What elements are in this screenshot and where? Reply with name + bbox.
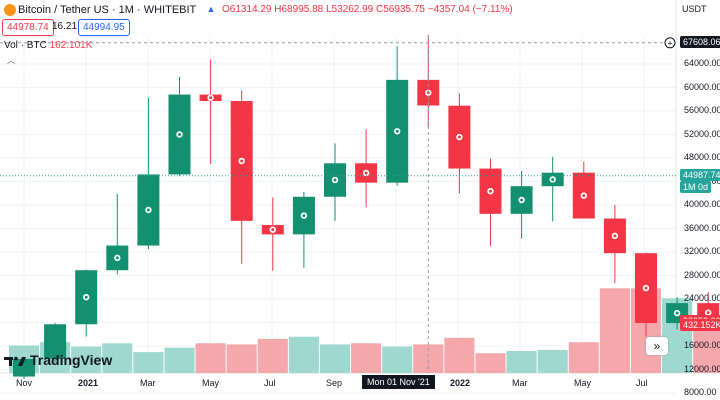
- price-axis-label: 16000.00: [684, 340, 720, 350]
- crosshair: +: [0, 36, 676, 373]
- candle-marker-dot: [84, 295, 88, 299]
- time-axis-label: May: [202, 378, 220, 388]
- last-price-label: 44987.74: [680, 168, 720, 181]
- bitcoin-logo-icon: [4, 4, 16, 16]
- price-axis-label: 8000.00: [684, 387, 717, 397]
- time-axis-label: Nov: [16, 378, 33, 388]
- volume-bar: [288, 336, 319, 373]
- time-axis-label: 2022: [450, 378, 471, 388]
- volume-bar: [257, 338, 288, 373]
- price-axis-label: 32000.00: [684, 246, 720, 256]
- volume-legend: Vol · BTC 162.101K: [4, 40, 92, 51]
- price-axis-label: 52000.00: [684, 128, 720, 139]
- time-axis-label: May: [574, 378, 592, 388]
- candle-marker-dot: [675, 311, 679, 315]
- volume-bar: [599, 288, 630, 373]
- candle-body: [13, 358, 35, 377]
- ohlc-values: O61314.29 H68995.88 L53262.99 C56935.75 …: [222, 4, 513, 15]
- chevron-up-icon[interactable]: ▲: [206, 4, 216, 14]
- volume-bar: [382, 346, 413, 373]
- candle-marker-dot: [333, 178, 337, 182]
- volume-bar: [164, 347, 195, 373]
- spread-value: 16.21: [52, 21, 78, 32]
- price-axis-label: 36000.00: [684, 222, 720, 233]
- symbol-title[interactable]: Bitcoin / Tether US · 1M · WHITEBIT: [18, 4, 197, 16]
- candle-marker-dot: [457, 135, 461, 139]
- volume-value: 162.101K: [49, 40, 93, 51]
- price-axis-label: 24000.00: [684, 293, 720, 303]
- crosshair-price-label: 67608.06: [680, 35, 720, 48]
- candle-marker-dot: [302, 214, 306, 218]
- add-alert-icon: [664, 37, 676, 49]
- volume-bar: [537, 349, 568, 373]
- volume-bar: [195, 343, 226, 373]
- candle-marker-dot: [364, 171, 368, 175]
- volume-bar: [319, 344, 351, 373]
- crosshair-date-label: Mon 01 Nov '21: [362, 375, 435, 389]
- candle-marker-dot: [146, 208, 150, 212]
- volume-bar: [102, 343, 133, 373]
- volume-label: Vol · BTC: [4, 40, 47, 51]
- candle-marker-dot: [706, 311, 710, 315]
- tradingview-mark-icon: [4, 356, 26, 367]
- volume-bar: [351, 343, 382, 373]
- candle-marker-dot: [582, 194, 586, 198]
- candle-marker-dot: [271, 228, 275, 232]
- time-axis-label: Jul: [264, 378, 276, 388]
- time-axis-label: 2021: [78, 378, 99, 388]
- volume-bar: [475, 353, 506, 373]
- buy-button[interactable]: 44994.95: [78, 19, 130, 36]
- volume-bar: [71, 346, 102, 373]
- price-axis-label: 56000.00: [684, 105, 720, 115]
- time-axis-label: Sep: [326, 378, 343, 388]
- price-axis-label: 60000.00: [684, 81, 720, 92]
- candle-marker-dot: [395, 129, 399, 133]
- volume-bar: [133, 352, 164, 373]
- tradingview-logo-text: TradingView: [30, 352, 113, 368]
- volume-bar: [444, 337, 475, 373]
- sell-button[interactable]: 44978.74: [2, 19, 54, 36]
- candle-marker-dot: [644, 286, 648, 290]
- volume-bar: [506, 351, 537, 373]
- candle-marker-dot: [613, 234, 617, 238]
- volume-bar: [226, 344, 257, 373]
- price-axis-label: 28000.00: [684, 269, 720, 280]
- price-axis-label: 64000.00: [684, 58, 720, 68]
- candle-marker-dot: [240, 159, 244, 163]
- candle-marker-dot: [551, 177, 555, 181]
- price-axis-label: 40000.00: [684, 199, 720, 209]
- candles: [13, 34, 720, 379]
- currency-label[interactable]: USDT: [682, 4, 707, 14]
- candle-body: [44, 324, 67, 359]
- price-axis-label: 12000.00: [684, 363, 720, 374]
- time-axis-label: Jul: [636, 378, 648, 388]
- volume-bars: [8, 288, 720, 373]
- volume-bar: [693, 324, 720, 373]
- volume-bar: [568, 342, 599, 373]
- time-axis-label: Mar: [512, 378, 528, 388]
- add-alert-plus: +: [667, 38, 672, 48]
- collapse-legend-button[interactable]: ︿: [7, 56, 15, 65]
- scroll-to-realtime-button[interactable]: »: [646, 337, 668, 355]
- symbol-header: Bitcoin / Tether US · 1M · WHITEBIT ▲ O6…: [0, 0, 676, 20]
- candle-marker-dot: [209, 96, 213, 100]
- candle-marker-dot: [115, 256, 119, 260]
- candle-marker-dot: [520, 198, 524, 202]
- last-price-countdown: 1M 0d: [680, 180, 712, 193]
- price-axis-label: 48000.00: [684, 152, 720, 162]
- time-axis-label: Mar: [140, 378, 156, 388]
- candle-marker-dot: [178, 133, 181, 136]
- tradingview-logo: TradingView: [4, 352, 112, 368]
- candle-marker-dot: [489, 189, 492, 193]
- volume-price-label: 432.152K: [680, 319, 720, 331]
